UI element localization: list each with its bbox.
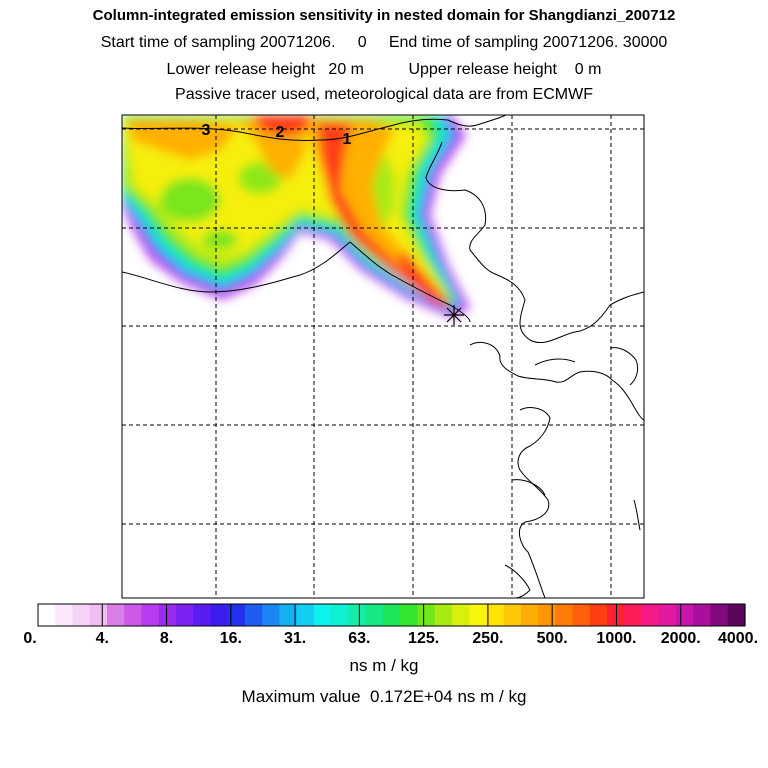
colorbar-frame (37, 603, 746, 627)
colorbar-cell (589, 604, 608, 626)
max-value-text: Maximum value 0.172E+04 ns m / kg (241, 687, 527, 706)
colorbar-cell (572, 604, 591, 626)
colorbar-cell (538, 604, 556, 626)
colorbar-cell (486, 604, 505, 626)
map-grid (122, 115, 644, 598)
track-label-1: 1 (343, 131, 352, 148)
colorbar-cell (331, 604, 349, 626)
field-pocket (160, 178, 220, 222)
colorbar-tick-label: 16. (219, 630, 242, 647)
colorbar-cell (727, 604, 746, 626)
colorbar-cell (124, 604, 143, 626)
colorbar (37, 603, 746, 627)
colorbar-cell (175, 604, 194, 626)
colorbar-cell (434, 604, 453, 626)
colorbar-cell (348, 604, 367, 626)
colorbar-cell (641, 604, 660, 626)
colorbar-cell (89, 604, 108, 626)
colorbar-cell (624, 604, 643, 626)
field-contour-red (252, 115, 312, 136)
track-label-2: 2 (276, 124, 285, 141)
colorbar-cell (469, 604, 487, 626)
colorbar-units: ns m / kg (349, 656, 419, 675)
colorbar-cell (313, 604, 332, 626)
colorbar-tick-label: 1000. (596, 630, 637, 647)
field-pocket (202, 230, 238, 250)
colorbar-cell (658, 604, 677, 626)
colorbar-cell (417, 604, 436, 626)
colorbar-cell (676, 604, 694, 626)
colorbar-cell (158, 604, 177, 626)
colorbar-cell (382, 604, 401, 626)
colorbar-cell (72, 604, 91, 626)
colorbar-tick-label: 4000. (717, 630, 759, 647)
chart-title: Column-integrated emission sensitivity i… (92, 7, 676, 24)
colorbar-tick-label: 8. (159, 630, 174, 647)
colorbar-cell (520, 604, 539, 626)
sampling-time-line: Start time of sampling 20071206. 0 End t… (100, 34, 668, 51)
map-frame (121, 114, 645, 599)
colorbar-tick-label: 4. (95, 630, 109, 647)
colorbar-tick-label: 63. (348, 630, 371, 647)
colorbar-cell (365, 604, 384, 626)
field-contour-orange (128, 120, 240, 160)
colorbar-cell (193, 604, 212, 626)
colorbar-cell (141, 604, 160, 626)
sensitivity-field (122, 115, 470, 318)
colorbar-cell (503, 604, 522, 626)
colorbar-cell (106, 604, 125, 626)
colorbar-cell (262, 604, 281, 626)
colorbar-tick-label: 2000. (660, 630, 701, 647)
colorbar-cell (693, 604, 712, 626)
colorbar-tick-label: 500. (536, 630, 568, 647)
colorbar-cell (400, 604, 418, 626)
field-contour-red (398, 250, 452, 306)
colorbar-cell (227, 604, 246, 626)
colorbar-cell (555, 604, 574, 626)
colorbar-tick-label: 250. (472, 630, 504, 647)
coastline (122, 115, 644, 598)
field-contour-red (318, 122, 452, 310)
tracer-info-line: Passive tracer used, meteorological data… (175, 86, 593, 103)
map-plot: 3 2 1 (121, 114, 645, 599)
station-marker (444, 305, 464, 325)
colorbar-cell (296, 604, 315, 626)
release-height-line: Lower release height 20 m Upper release … (166, 61, 602, 78)
colorbar-cell (38, 604, 56, 626)
colorbar-tick-label: 0. (23, 630, 37, 647)
colorbar-cell (244, 604, 263, 626)
colorbar-cell (710, 604, 729, 626)
colorbar-tick-label: 125. (408, 630, 440, 647)
colorbar-cell (451, 604, 470, 626)
track-label-3: 3 (202, 122, 211, 139)
colorbar-cell (210, 604, 229, 626)
colorbar-cell (279, 604, 298, 626)
colorbar-tick-label: 31. (283, 630, 307, 647)
colorbar-cell (55, 604, 74, 626)
